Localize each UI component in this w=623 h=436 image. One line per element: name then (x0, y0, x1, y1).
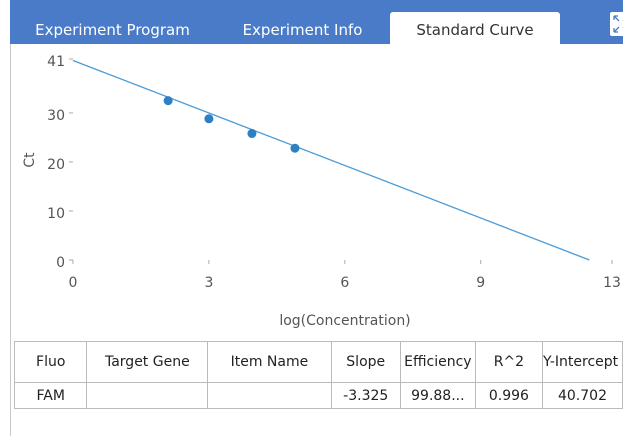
cell (86, 382, 209, 409)
y-tick-label: 41 (47, 54, 65, 70)
y-axis-label: Ct (22, 152, 38, 168)
header-cell: Item Name (207, 341, 332, 383)
header-cell: R^2 (474, 341, 543, 383)
data-point (247, 129, 257, 139)
curve-table: Fluo Target Gene Item Name Slope Efficie… (13, 341, 623, 409)
tab[interactable]: Experiment Program (35, 21, 190, 39)
header-cell: Efficiency (399, 341, 476, 383)
cell: FAM (13, 382, 88, 409)
standard-curve-panel (10, 44, 623, 436)
table-row[interactable]: FAM -3.325 99.88... 0.996 40.702 (13, 382, 623, 409)
data-point (204, 114, 214, 124)
y-tick-label: 30 (47, 108, 65, 124)
cell: 40.702 (541, 382, 623, 409)
cell: 0.996 (474, 382, 543, 409)
header-cell: Fluo (13, 341, 88, 383)
x-tick-label: 0 (69, 275, 78, 291)
cell: -3.325 (330, 382, 401, 409)
chart: Ct log(Concentration) 0 10 20 30 41 0 3 6 9 13 (22, 54, 621, 329)
expand-button[interactable] (610, 12, 623, 36)
x-tick-label: 9 (476, 275, 485, 291)
tab-selected[interactable]: Standard Curve (390, 12, 560, 44)
x-tick-label: 13 (603, 275, 621, 291)
y-tick-label: 10 (47, 206, 65, 222)
tab[interactable]: Experiment Info (242, 21, 363, 39)
data-point (290, 143, 300, 153)
header-cell: Target Gene (86, 341, 209, 383)
y-tick-label: 0 (56, 255, 65, 271)
header-cell: Y-Intercept (541, 341, 623, 383)
x-tick-label: 6 (340, 275, 349, 291)
header-cell: Slope (330, 341, 401, 383)
table-header: Fluo Target Gene Item Name Slope Efficie… (13, 341, 623, 383)
x-tick-label: 3 (204, 275, 213, 291)
x-axis-label: log(Concentration) (279, 313, 410, 329)
fit-line (72, 59, 590, 261)
tab-bar: Experiment Program Experiment Info Stand… (10, 0, 623, 44)
y-tick-label: 20 (47, 157, 65, 173)
data-point (163, 96, 173, 106)
cell (207, 382, 332, 409)
cell: 99.88... (399, 382, 476, 409)
